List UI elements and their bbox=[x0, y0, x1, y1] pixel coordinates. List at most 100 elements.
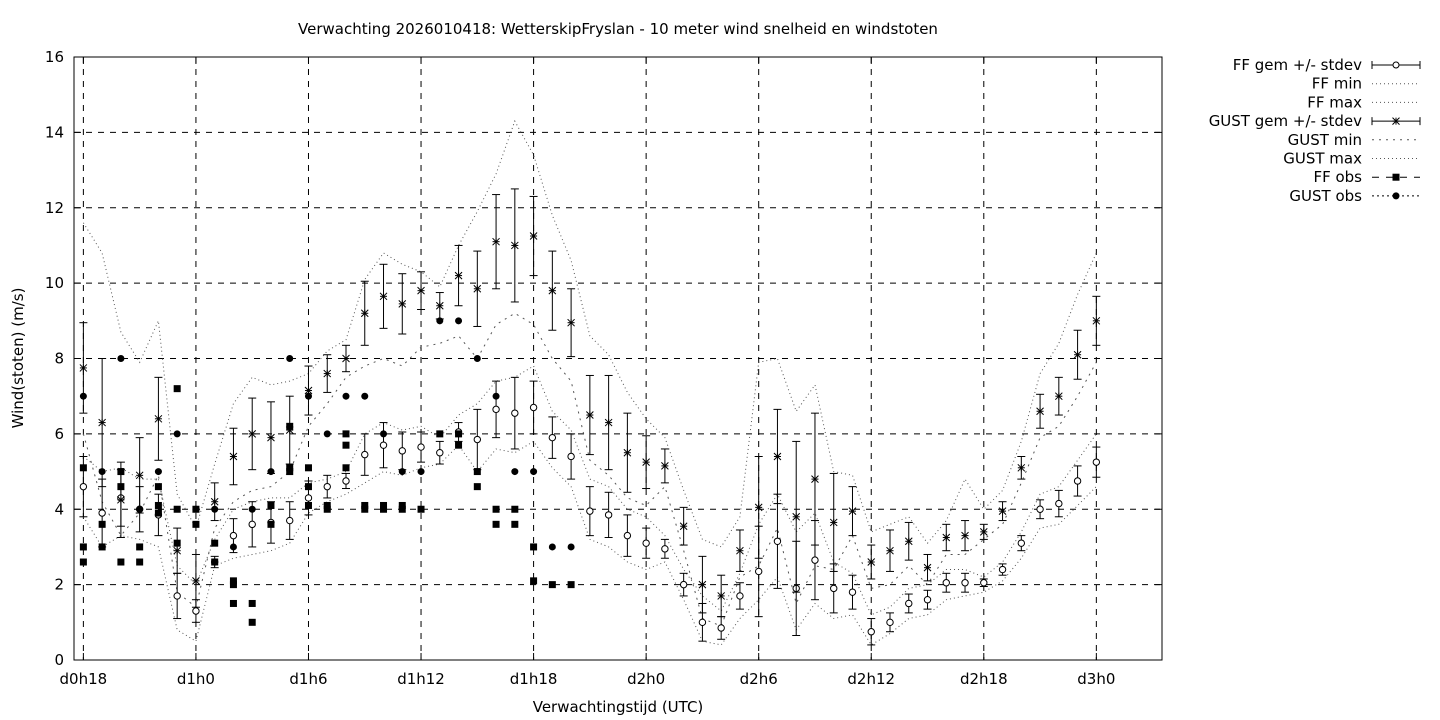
y-tick-label: 2 bbox=[54, 576, 64, 594]
ff-mean-point bbox=[529, 403, 538, 412]
gust-obs-point bbox=[436, 317, 444, 325]
ff-obs-point bbox=[473, 468, 481, 476]
x-tick-label: d1h18 bbox=[510, 670, 558, 688]
ff-obs-point bbox=[342, 464, 350, 472]
ff-mean-point bbox=[998, 565, 1007, 574]
ff-mean-point bbox=[773, 537, 782, 545]
ff-obs-point bbox=[436, 430, 444, 438]
gust-obs-point bbox=[267, 468, 275, 476]
gust-max-line bbox=[82, 119, 1097, 548]
ff-obs-point bbox=[248, 618, 256, 626]
ff-mean-point bbox=[923, 596, 932, 604]
gust-mean-point bbox=[1092, 316, 1101, 325]
gust-obs-point bbox=[173, 430, 181, 438]
ff-obs-point bbox=[361, 501, 369, 509]
gust-mean-point bbox=[1036, 407, 1044, 416]
y-tick-label: 12 bbox=[45, 199, 64, 217]
y-tick-label: 4 bbox=[54, 500, 64, 518]
ff-obs-point bbox=[117, 558, 125, 566]
y-axis-label: Wind(stoten) (m/s) bbox=[9, 288, 27, 429]
ff-mean-point bbox=[1073, 477, 1082, 485]
gust-mean-point bbox=[323, 369, 332, 378]
gust-obs-point bbox=[530, 468, 538, 476]
y-tick-label: 16 bbox=[45, 48, 64, 66]
ff-obs-point bbox=[530, 543, 538, 551]
ff-mean-point bbox=[886, 618, 894, 627]
ff-obs-point bbox=[304, 501, 312, 509]
gust-obs-point bbox=[136, 505, 144, 513]
ff-mean-point bbox=[942, 579, 950, 587]
ff-mean-point bbox=[736, 592, 744, 600]
ff-mean-point bbox=[623, 531, 632, 540]
ff-mean-point bbox=[304, 494, 313, 502]
gust-mean-point bbox=[98, 418, 106, 427]
ff-mean-point bbox=[98, 509, 106, 517]
ff-obs-point bbox=[79, 543, 87, 551]
ff-obs-point bbox=[380, 505, 388, 513]
gust-mean-point bbox=[811, 475, 819, 483]
ff-obs-point bbox=[136, 558, 144, 566]
gust-mean-point bbox=[698, 580, 707, 589]
gust-obs-point bbox=[492, 392, 500, 400]
ff-obs-point bbox=[492, 505, 500, 513]
ff-obs-point bbox=[192, 520, 200, 528]
ff-mean-point bbox=[679, 580, 688, 589]
y-tick-label: 6 bbox=[54, 425, 64, 443]
ff-obs-point bbox=[248, 599, 256, 607]
ff-mean-point bbox=[248, 520, 256, 529]
gust-mean-point bbox=[360, 309, 369, 318]
gust-obs-point bbox=[567, 543, 575, 551]
gust-obs-point bbox=[98, 468, 106, 476]
min-max-curves bbox=[82, 119, 1097, 646]
gust-mean-point bbox=[1054, 392, 1063, 401]
ff-mean-point bbox=[1092, 458, 1101, 466]
ff-mean-point bbox=[1055, 499, 1063, 508]
gust-mean-point bbox=[586, 411, 594, 419]
gust-mean-point bbox=[173, 546, 182, 555]
gust-mean-point bbox=[754, 503, 763, 512]
gust-obs-point bbox=[473, 355, 481, 362]
ff-obs-point bbox=[286, 422, 294, 430]
gust-obs-point bbox=[79, 392, 87, 400]
gust-obs-point bbox=[511, 468, 519, 476]
ff-obs-point bbox=[79, 464, 87, 472]
ff-mean-point bbox=[511, 409, 519, 417]
gust-mean-point bbox=[417, 286, 425, 295]
ff-mean-point bbox=[642, 539, 650, 547]
ff-mean-point bbox=[492, 405, 500, 414]
ff-obs-point bbox=[492, 520, 500, 528]
ff-obs-point bbox=[342, 441, 350, 449]
ff-obs-point bbox=[342, 430, 350, 438]
gust-mean-point bbox=[998, 507, 1007, 515]
gust-mean-point bbox=[736, 546, 744, 555]
ff-obs-point bbox=[548, 581, 556, 589]
ff-obs-point bbox=[398, 505, 406, 513]
ff-obs-point bbox=[154, 483, 162, 491]
legend-dot-marker bbox=[1392, 192, 1400, 200]
ff-mean-point bbox=[548, 433, 557, 442]
gust-mean-point bbox=[342, 354, 350, 363]
ff-mean-point bbox=[192, 607, 200, 615]
ff-obs-point bbox=[229, 581, 237, 589]
ff-obs-point bbox=[267, 501, 275, 509]
ff-obs-point bbox=[530, 577, 538, 585]
x-tick-label: d2h18 bbox=[960, 670, 1008, 688]
ff-obs-point bbox=[511, 520, 519, 528]
data-marks bbox=[79, 117, 1400, 646]
ff-obs-point bbox=[211, 539, 219, 547]
gust-mean-point bbox=[792, 512, 801, 521]
ff-mean-point bbox=[173, 592, 181, 600]
ff-mean-point bbox=[361, 450, 369, 459]
y-tick-label: 14 bbox=[45, 123, 64, 141]
gust-mean-point bbox=[79, 364, 88, 372]
legend-label: FF min bbox=[1312, 75, 1362, 93]
gust-obs-point bbox=[229, 543, 237, 551]
legend-label: FF gem +/- stdev bbox=[1233, 56, 1362, 74]
ff-obs-point bbox=[79, 558, 87, 566]
ff-obs-point bbox=[229, 599, 237, 607]
gust-obs-point bbox=[248, 505, 256, 513]
ff-obs-point bbox=[286, 468, 294, 476]
gust-mean-point bbox=[773, 452, 782, 461]
ff-mean-point bbox=[867, 628, 875, 636]
gust-mean-point bbox=[867, 558, 876, 566]
